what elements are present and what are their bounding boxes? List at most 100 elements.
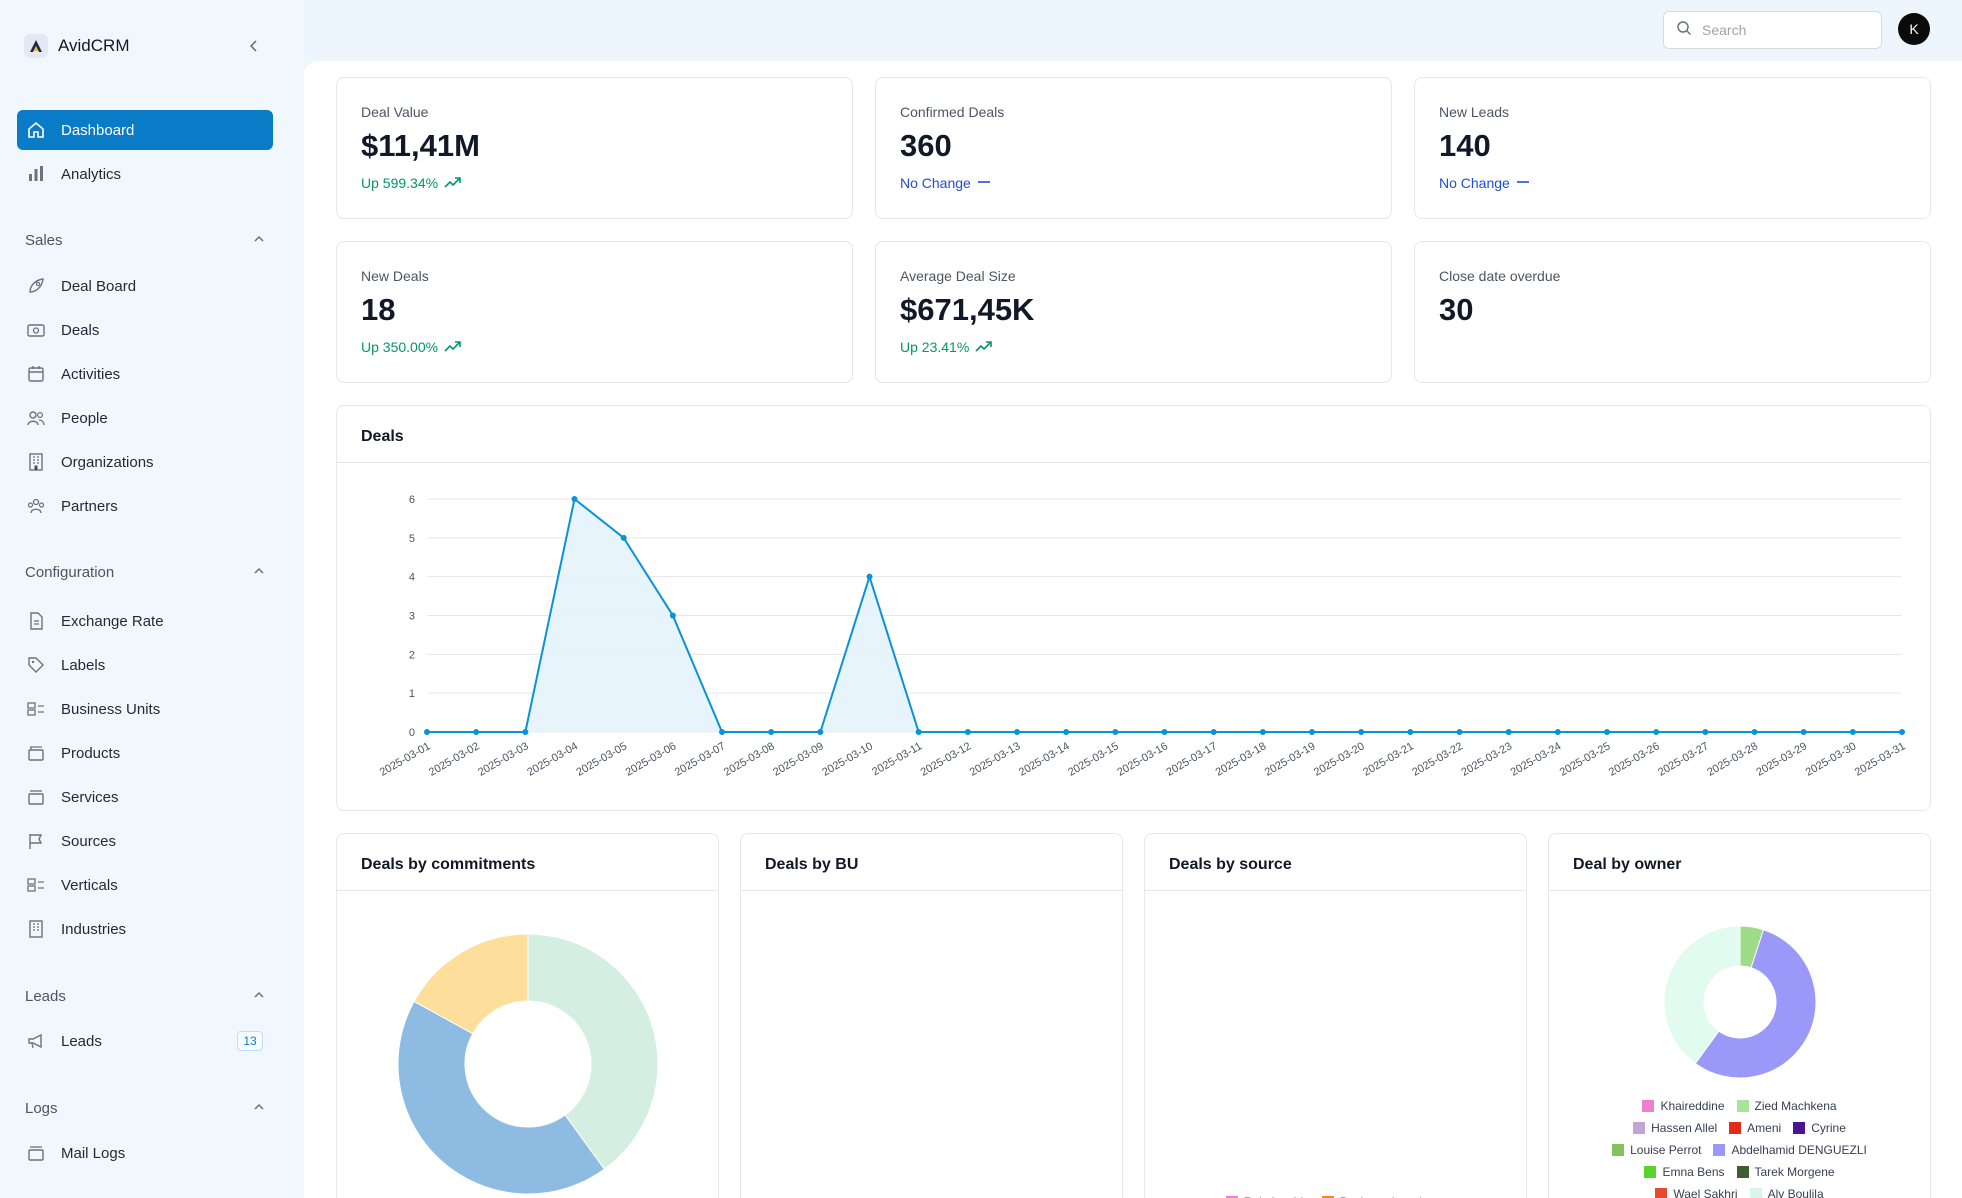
partners-icon: [25, 495, 47, 517]
sidebar-item-mail-logs[interactable]: Mail Logs: [17, 1133, 273, 1173]
section-leads[interactable]: Leads: [25, 988, 265, 1005]
sidebar-item-analytics[interactable]: Analytics: [17, 154, 273, 194]
sidebar-item-deals[interactable]: Deals: [17, 310, 273, 350]
avatar[interactable]: K: [1898, 13, 1930, 45]
sidebar-item-people[interactable]: People: [17, 398, 273, 438]
legend-item[interactable]: Zied Machkena: [1736, 1099, 1837, 1113]
trending-up-icon: [975, 339, 993, 355]
x-tick-label: 2025-03-21: [1361, 740, 1416, 779]
sidebar-item-label: Organizations: [61, 453, 154, 471]
legend-label: Abdelhamid DENGUEZLI: [1731, 1143, 1867, 1157]
data-point: [768, 729, 775, 735]
legend-item[interactable]: Louise Perrot: [1612, 1143, 1701, 1157]
sidebar-item-label: Business Units: [61, 700, 161, 718]
leads-count-badge: 13: [237, 1031, 263, 1051]
sidebar-item-label: Mail Logs: [61, 1144, 126, 1162]
sidebar-item-activities[interactable]: Activities: [17, 354, 273, 394]
x-tick-label: 2025-03-12: [919, 740, 974, 779]
sidebar-item-partners[interactable]: Partners: [17, 486, 273, 526]
section-title: Sales: [25, 232, 63, 249]
section-logs[interactable]: Logs: [25, 1100, 265, 1117]
chart-title: Deals by source: [1169, 856, 1292, 873]
box-icon: [25, 742, 47, 764]
sidebar-item-exchange-rate[interactable]: Exchange Rate: [17, 601, 273, 641]
legend-item[interactable]: Hassen Allel: [1633, 1121, 1717, 1135]
pie-slice: [527, 933, 659, 1170]
data-point: [522, 729, 529, 735]
sidebar-item-leads[interactable]: Leads 13: [17, 1021, 273, 1061]
sidebar-item-industries[interactable]: Industries: [17, 909, 273, 949]
x-tick-label: 2025-03-29: [1754, 740, 1809, 779]
deals-by-source-card: Deals by source Relationship Business int…: [1144, 833, 1527, 1198]
sidebar-item-label: Leads: [61, 1032, 102, 1050]
search-input[interactable]: [1702, 22, 1862, 38]
data-point: [866, 573, 873, 580]
sidebar-item-dashboard[interactable]: Dashboard: [17, 110, 273, 150]
legend-item[interactable]: Emna Bens: [1644, 1165, 1725, 1179]
sidebar-item-organizations[interactable]: Organizations: [17, 442, 273, 482]
data-point: [817, 729, 824, 735]
data-point: [620, 534, 627, 541]
divider: [337, 890, 718, 891]
sidebar-item-products[interactable]: Products: [17, 733, 273, 773]
owner-donut-chart[interactable]: [1549, 891, 1932, 1111]
x-tick-label: 2025-03-08: [722, 740, 777, 779]
legend-swatch: [1736, 1166, 1749, 1178]
deal-by-owner-card: Deal by owner Khaireddine Zied Machkena Ha…: [1548, 833, 1931, 1198]
legend-item[interactable]: Khaireddine: [1642, 1099, 1725, 1113]
data-point: [1800, 729, 1807, 735]
stat-label: New Leads: [1439, 104, 1510, 120]
sidebar-item-deal-board[interactable]: Deal Board: [17, 266, 273, 306]
deals-line-chart[interactable]: 01234562025-03-012025-03-022025-03-03202…: [337, 406, 1932, 812]
legend-label: Ameni: [1747, 1121, 1782, 1135]
chevron-up-icon: [253, 564, 265, 581]
search-box[interactable]: [1663, 11, 1882, 49]
legend-item[interactable]: Wael Sakhri: [1655, 1187, 1738, 1198]
legend-label: Tarek Morgene: [1754, 1165, 1835, 1179]
legend-row: Emna Bens Tarek Morgene: [1549, 1161, 1930, 1183]
legend-item[interactable]: Ameni: [1729, 1121, 1781, 1135]
y-tick-label: 1: [409, 688, 415, 700]
deals-by-commitments-card: Deals by commitments: [336, 833, 719, 1198]
search-icon: [1676, 20, 1692, 41]
data-point: [964, 729, 971, 735]
stat-trend: No Change: [900, 175, 991, 191]
legend-swatch: [1736, 1100, 1749, 1112]
sidebar-item-sources[interactable]: Sources: [17, 821, 273, 861]
data-point: [1505, 729, 1512, 735]
legend-item[interactable]: Business introducer: [1321, 1195, 1445, 1198]
x-tick-label: 2025-03-17: [1164, 740, 1219, 779]
sidebar-item-labels[interactable]: Labels: [17, 645, 273, 685]
collapse-sidebar-icon[interactable]: [242, 34, 266, 58]
commitments-donut-chart[interactable]: [337, 891, 720, 1198]
sidebar-item-services[interactable]: Services: [17, 777, 273, 817]
sidebar-item-verticals[interactable]: Verticals: [17, 865, 273, 905]
legend-item[interactable]: Relationship: [1225, 1195, 1310, 1198]
x-tick-label: 2025-03-28: [1705, 740, 1760, 779]
legend-swatch: [1713, 1144, 1726, 1156]
legend-item[interactable]: Cyrine: [1793, 1121, 1846, 1135]
data-point: [915, 729, 922, 735]
brand[interactable]: AvidCRM: [24, 34, 129, 58]
sidebar-item-label: Labels: [61, 656, 106, 674]
x-tick-label: 2025-03-09: [771, 740, 826, 779]
calendar-icon: [25, 363, 47, 385]
legend-item[interactable]: Tarek Morgene: [1736, 1165, 1835, 1179]
x-tick-label: 2025-03-04: [525, 740, 580, 779]
x-tick-label: 2025-03-18: [1214, 740, 1269, 779]
legend-item[interactable]: Abdelhamid DENGUEZLI: [1713, 1143, 1867, 1157]
section-sales[interactable]: Sales: [25, 232, 265, 249]
stat-card-confirmed-deals: Confirmed Deals 360 No Change: [875, 77, 1392, 219]
legend-label: Zied Machkena: [1754, 1099, 1837, 1113]
legend-label: Emna Bens: [1662, 1165, 1725, 1179]
x-tick-label: 2025-03-13: [968, 740, 1023, 779]
bar-chart-icon: [25, 163, 47, 185]
sidebar-item-business-units[interactable]: Business Units: [17, 689, 273, 729]
chart-title: Deal by owner: [1573, 856, 1682, 873]
section-configuration[interactable]: Configuration: [25, 564, 265, 581]
section-title: Configuration: [25, 564, 115, 581]
legend-item[interactable]: Aly Boulila: [1749, 1187, 1824, 1198]
y-tick-label: 4: [409, 572, 415, 584]
pie-slice: [1663, 925, 1741, 1065]
y-tick-label: 6: [409, 494, 415, 506]
